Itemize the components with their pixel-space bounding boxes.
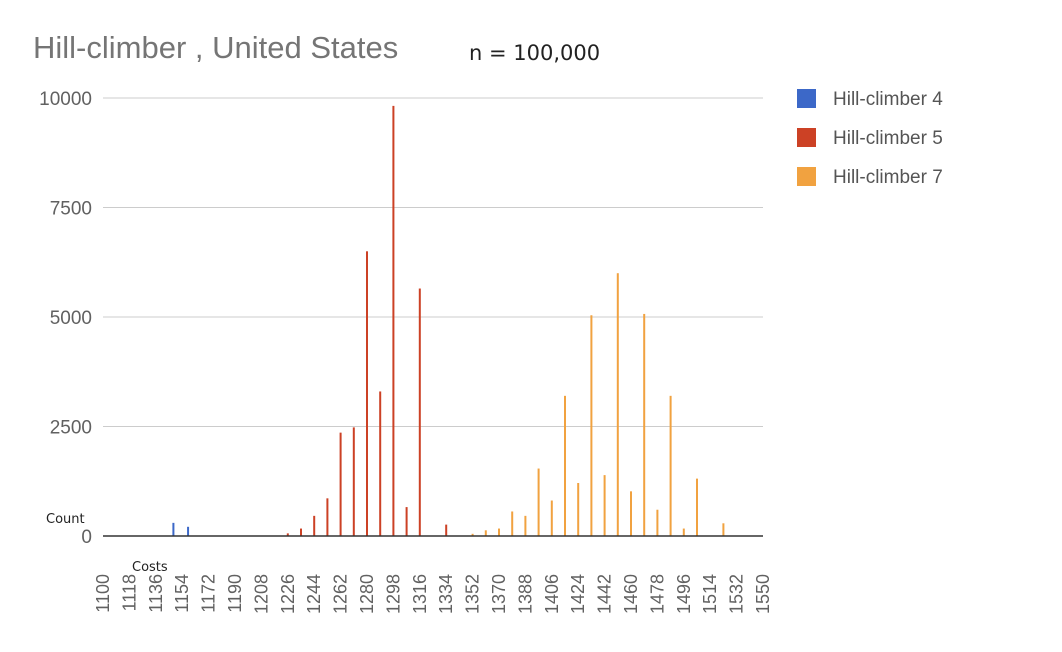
bar-hill-climber-7 bbox=[616, 273, 619, 536]
x-tick-label: 1460 bbox=[621, 574, 641, 614]
x-tick-label: 1208 bbox=[251, 574, 271, 614]
x-tick-label: 1190 bbox=[225, 574, 245, 613]
bar-hill-climber-7 bbox=[564, 395, 566, 536]
bar-hill-climber-7 bbox=[471, 533, 474, 536]
bar-hill-climber-7 bbox=[669, 395, 672, 536]
x-tick-label: 1154 bbox=[172, 574, 192, 613]
bar-hill-climber-7 bbox=[722, 523, 725, 536]
bar-hill-climber-7 bbox=[643, 313, 646, 536]
x-tick-label: 1550 bbox=[753, 574, 773, 614]
bar-hill-climber-7 bbox=[550, 500, 553, 536]
x-tick-label: 1532 bbox=[727, 574, 747, 614]
y-tick-label: 0 bbox=[81, 527, 92, 548]
x-tick-label: 1514 bbox=[700, 574, 720, 614]
x-tick-label: 1118 bbox=[119, 574, 139, 611]
bar-hill-climber-7 bbox=[603, 475, 606, 536]
bars bbox=[172, 105, 725, 537]
x-tick-label: 1478 bbox=[647, 574, 667, 614]
legend: Hill-climber 4 Hill-climber 5 Hill-climber… bbox=[797, 89, 943, 188]
bar-hill-climber-7 bbox=[696, 478, 698, 536]
x-tick-label: 1280 bbox=[357, 574, 377, 614]
bar-hill-climber-7 bbox=[630, 491, 632, 536]
x-tick-label: 1136 bbox=[146, 574, 166, 613]
legend-label: Hill-climber 5 bbox=[833, 128, 943, 149]
x-tick-label: 1406 bbox=[542, 574, 562, 614]
y-tick-label: 10000 bbox=[39, 89, 92, 110]
x-axis-label: Costs bbox=[132, 560, 168, 575]
chart-subtitle: n = 100,000 bbox=[469, 41, 600, 65]
bar-hill-climber-5 bbox=[392, 105, 395, 536]
y-tick-label: 7500 bbox=[50, 199, 92, 220]
bar-hill-climber-7 bbox=[511, 511, 514, 536]
bar-hill-climber-7 bbox=[524, 515, 527, 536]
bar-hill-climber-5 bbox=[352, 427, 355, 536]
x-tick-label: 1226 bbox=[278, 574, 298, 614]
bar-hill-climber-5 bbox=[300, 528, 302, 536]
bar-hill-climber-7 bbox=[498, 528, 500, 536]
bar-hill-climber-7 bbox=[590, 315, 593, 536]
x-tick-label: 1100 bbox=[93, 574, 113, 613]
bar-hill-climber-5 bbox=[418, 288, 421, 536]
bar-hill-climber-5 bbox=[445, 524, 448, 536]
gridlines bbox=[103, 97, 763, 427]
bar-hill-climber-5 bbox=[339, 432, 342, 536]
bar-hill-climber-7 bbox=[484, 530, 487, 536]
bar-hill-climber-5 bbox=[326, 498, 329, 536]
y-axis-ticks: 0 2500 5000 7500 10000 bbox=[39, 89, 92, 548]
x-tick-label: 1442 bbox=[595, 574, 615, 614]
bar-hill-climber-5 bbox=[313, 515, 316, 536]
legend-swatch bbox=[797, 89, 816, 108]
bar-hill-climber-4 bbox=[172, 522, 175, 536]
bar-hill-climber-7 bbox=[656, 509, 659, 536]
bar-hill-climber-5 bbox=[366, 251, 368, 537]
y-tick-label: 2500 bbox=[50, 418, 92, 439]
legend-label: Hill-climber 7 bbox=[833, 167, 943, 188]
bar-hill-climber-4 bbox=[187, 526, 190, 536]
legend-label: Hill-climber 4 bbox=[833, 89, 943, 110]
bar-hill-climber-5 bbox=[405, 507, 408, 536]
x-tick-label: 1334 bbox=[436, 574, 456, 614]
bar-hill-climber-7 bbox=[537, 468, 540, 536]
legend-swatch bbox=[797, 167, 816, 186]
chart-title: Hill-climber , United States bbox=[33, 30, 398, 65]
x-tick-label: 1388 bbox=[515, 574, 535, 614]
bar-hill-climber-7 bbox=[577, 483, 580, 536]
x-tick-label: 1244 bbox=[304, 574, 324, 614]
y-tick-label: 5000 bbox=[50, 308, 92, 329]
bar-hill-climber-5 bbox=[286, 533, 289, 536]
legend-swatch bbox=[797, 128, 816, 147]
x-tick-label: 1352 bbox=[463, 574, 483, 614]
x-tick-label: 1496 bbox=[674, 574, 694, 614]
bar-hill-climber-7 bbox=[682, 528, 685, 536]
x-axis-ticks: 1100 1118 1136 1154 1172 1190 1208 1226 1244 1262… bbox=[93, 574, 773, 614]
x-tick-label: 1172 bbox=[199, 574, 219, 613]
y-axis-label: Count bbox=[46, 512, 85, 527]
bar-hill-climber-5 bbox=[379, 391, 382, 536]
x-tick-label: 1424 bbox=[568, 574, 588, 614]
x-tick-label: 1370 bbox=[489, 574, 509, 614]
x-tick-label: 1262 bbox=[331, 574, 351, 614]
x-tick-label: 1316 bbox=[410, 574, 430, 614]
x-tick-label: 1298 bbox=[383, 574, 403, 614]
